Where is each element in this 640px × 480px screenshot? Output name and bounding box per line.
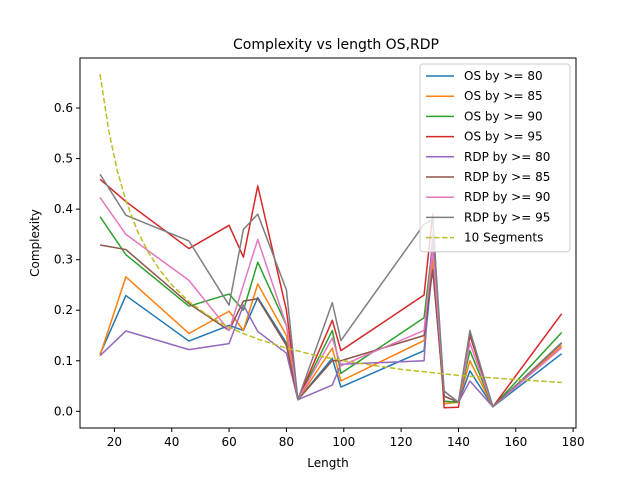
plot-area	[99, 74, 563, 409]
reference-line-10-segments	[99, 74, 562, 384]
legend-label: OS by >= 80	[464, 69, 543, 83]
x-tick-label: 80	[279, 435, 294, 449]
chart-title: Complexity vs length OS,RDP	[233, 37, 439, 53]
y-tick-label: 0.5	[54, 152, 73, 166]
x-tick-label: 40	[164, 435, 179, 449]
y-axis-label: Complexity	[28, 209, 42, 277]
legend: OS by >= 80 OS by >= 85 OS by >= 90 OS by >…	[419, 63, 571, 253]
x-axis-label: Length	[307, 456, 348, 470]
x-tick-label: 20	[107, 435, 122, 449]
series-line-rdp-by-95	[99, 173, 563, 408]
x-tick-label: 60	[221, 435, 236, 449]
plot-frame	[79, 57, 577, 429]
legend-label: OS by >= 85	[464, 89, 543, 103]
x-tick-label: 140	[447, 435, 470, 449]
y-tick-label: 0.3	[54, 253, 73, 267]
legend-label: RDP by >= 95	[464, 210, 550, 224]
legend-label: RDP by >= 90	[464, 190, 550, 204]
y-axis: 0.0 0.1 0.2 0.3 0.4 0.5 0.6	[54, 101, 80, 418]
series-line-rdp-by-80	[99, 233, 563, 408]
legend-label: OS by >= 90	[464, 109, 543, 123]
series-line-os-by-80	[99, 263, 563, 408]
x-tick-label: 100	[332, 435, 355, 449]
y-tick-label: 0.6	[54, 101, 73, 115]
legend-label: OS by >= 95	[464, 130, 543, 144]
legend-label: RDP by >= 80	[464, 150, 550, 164]
series-line-rdp-by-85	[99, 244, 563, 408]
x-tick-label: 120	[390, 435, 413, 449]
y-tick-label: 0.2	[54, 303, 73, 317]
legend-label: RDP by >= 85	[464, 170, 550, 184]
y-tick-label: 0.0	[54, 404, 73, 418]
legend-box	[419, 63, 571, 253]
legend-label: 10 Segments	[464, 231, 543, 245]
y-tick-label: 0.4	[54, 202, 73, 216]
x-tick-label: 180	[562, 435, 585, 449]
y-tick-label: 0.1	[54, 354, 73, 368]
x-axis: 20 40 60 80 100 120 140 160 180	[107, 428, 585, 449]
x-tick-label: 160	[504, 435, 527, 449]
